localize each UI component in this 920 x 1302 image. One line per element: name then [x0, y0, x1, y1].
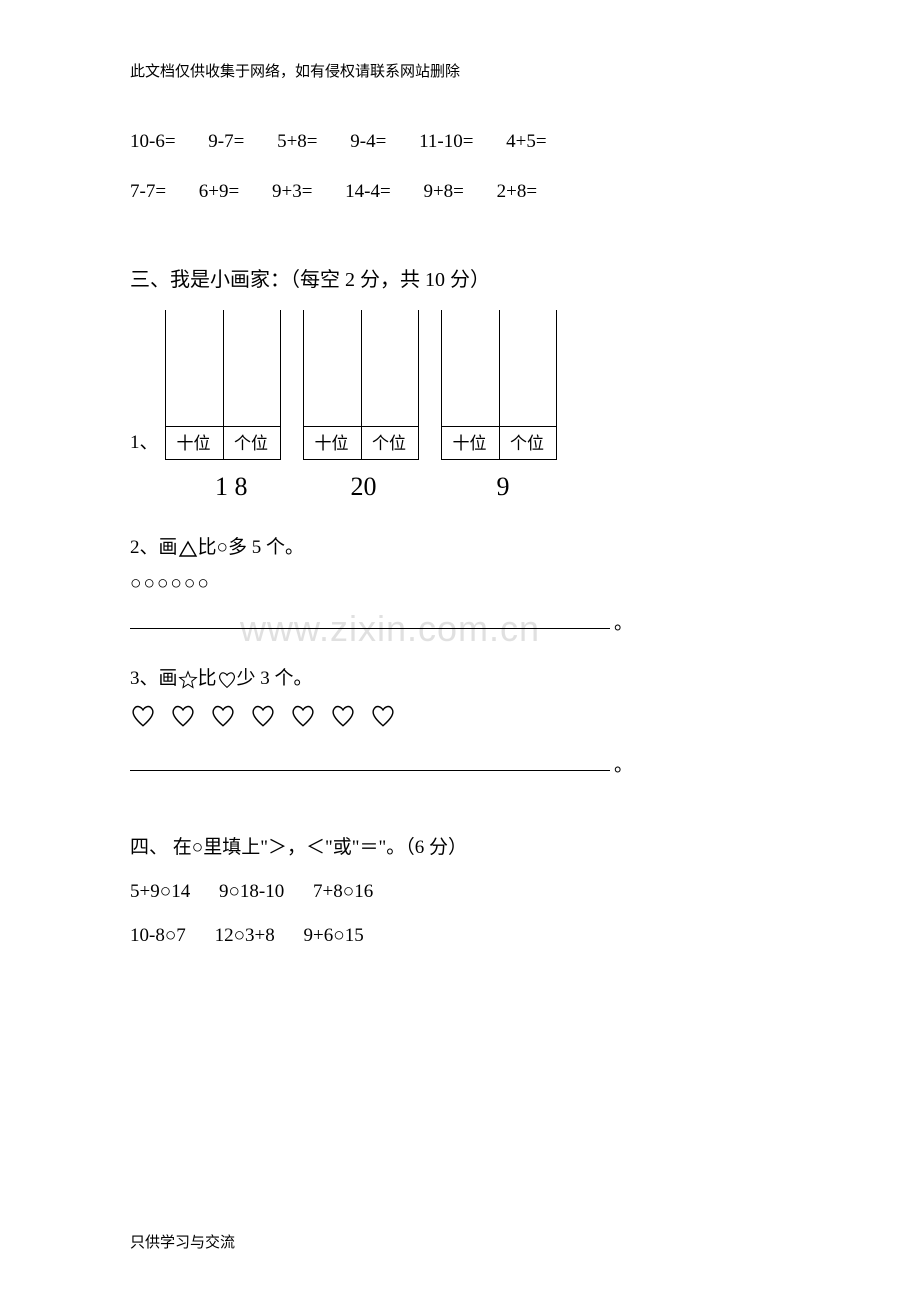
q3-text: 3、画比少 3 个。: [130, 663, 790, 690]
answer-blank-line: [130, 749, 610, 771]
arith-item: 9-7=: [208, 131, 244, 153]
section-3-title: 三、我是小画家：（每空 2 分，共 10 分）: [130, 263, 790, 292]
q2-text: 2、画比○多 5 个。: [130, 532, 790, 559]
hearts-row: [130, 704, 790, 735]
heart-icon: [330, 704, 356, 735]
tens-label: 十位: [165, 426, 223, 460]
arith-item: 5+8=: [277, 131, 317, 153]
arith-item: 2+8=: [497, 181, 537, 203]
heart-icon: [170, 704, 196, 735]
q2-prefix: 2、画: [130, 537, 178, 558]
arithmetic-row-1: 10-6= 9-7= 5+8= 9-4= 11-10= 4+5=: [130, 131, 790, 153]
place-value-cell: 十位: [165, 310, 223, 460]
number-value: 20: [351, 472, 377, 502]
compare-item: 9+6○15: [304, 925, 364, 947]
place-value-cell: 个位: [223, 310, 281, 460]
place-value-diagram: 1、 十位 个位 十位 个位 十位 个位: [130, 310, 790, 460]
arithmetic-section: 10-6= 9-7= 5+8= 9-4= 11-10= 4+5= 7-7= 6+…: [130, 131, 790, 203]
star-icon: [178, 670, 198, 690]
heart-icon: [250, 704, 276, 735]
place-value-numbers: 1 8 20 9: [130, 472, 790, 502]
place-value-cell: 十位: [303, 310, 361, 460]
q3-mid: 比: [198, 668, 217, 689]
answer-blank-line: [130, 607, 610, 629]
tens-label: 十位: [303, 426, 361, 460]
compare-row-2: 10-8○7 12○3+8 9+6○15: [130, 925, 790, 947]
arith-item: 9-4=: [350, 131, 386, 153]
section-4-title: 四、 在○里填上"＞，＜"或"＝"。（6 分）: [130, 832, 790, 859]
place-value-cell: 十位: [441, 310, 499, 460]
compare-row-1: 5+9○14 9○18-10 7+8○16: [130, 881, 790, 903]
compare-item: 12○3+8: [215, 925, 275, 947]
arith-item: 6+9=: [199, 181, 239, 203]
heart-icon: [290, 704, 316, 735]
period: 。: [614, 613, 633, 634]
answer-line-wrap: 。: [130, 607, 790, 635]
arith-item: 7-7=: [130, 181, 166, 203]
place-value-group: 十位 个位: [165, 310, 281, 460]
arith-item: 11-10=: [419, 131, 473, 153]
arith-item: 9+8=: [423, 181, 463, 203]
triangle-icon: [178, 540, 198, 558]
heart-icon: [210, 704, 236, 735]
arith-item: 14-4=: [345, 181, 391, 203]
tens-label: 十位: [441, 426, 499, 460]
place-value-cell: 个位: [361, 310, 419, 460]
place-value-cell: 个位: [499, 310, 557, 460]
footer-note: 只供学习与交流: [130, 1231, 235, 1252]
arithmetic-row-2: 7-7= 6+9= 9+3= 14-4= 9+8= 2+8=: [130, 181, 790, 203]
q1-label: 1、: [130, 427, 159, 460]
circles-row: ○○○○○○: [130, 573, 790, 595]
arith-item: 9+3=: [272, 181, 312, 203]
number-value: 1 8: [215, 472, 248, 502]
ones-label: 个位: [361, 426, 418, 460]
place-value-group: 十位 个位: [441, 310, 557, 460]
ones-label: 个位: [499, 426, 556, 460]
ones-label: 个位: [223, 426, 280, 460]
q3-prefix: 3、画: [130, 668, 178, 689]
heart-icon: [370, 704, 396, 735]
heart-icon: [130, 704, 156, 735]
arith-item: 10-6=: [130, 131, 176, 153]
q3-suffix: 少 3 个。: [237, 668, 313, 689]
compare-item: 5+9○14: [130, 881, 190, 903]
answer-line-wrap: 。: [130, 749, 790, 777]
compare-item: 10-8○7: [130, 925, 186, 947]
arith-item: 4+5=: [506, 131, 546, 153]
compare-item: 9○18-10: [219, 881, 284, 903]
compare-item: 7+8○16: [313, 881, 373, 903]
heart-icon: [217, 671, 237, 689]
q2-suffix: 比○多 5 个。: [198, 537, 304, 558]
period: 。: [614, 755, 633, 776]
place-value-group: 十位 个位: [303, 310, 419, 460]
number-value: 9: [497, 472, 510, 502]
header-disclaimer: 此文档仅供收集于网络，如有侵权请联系网站删除: [130, 60, 790, 81]
